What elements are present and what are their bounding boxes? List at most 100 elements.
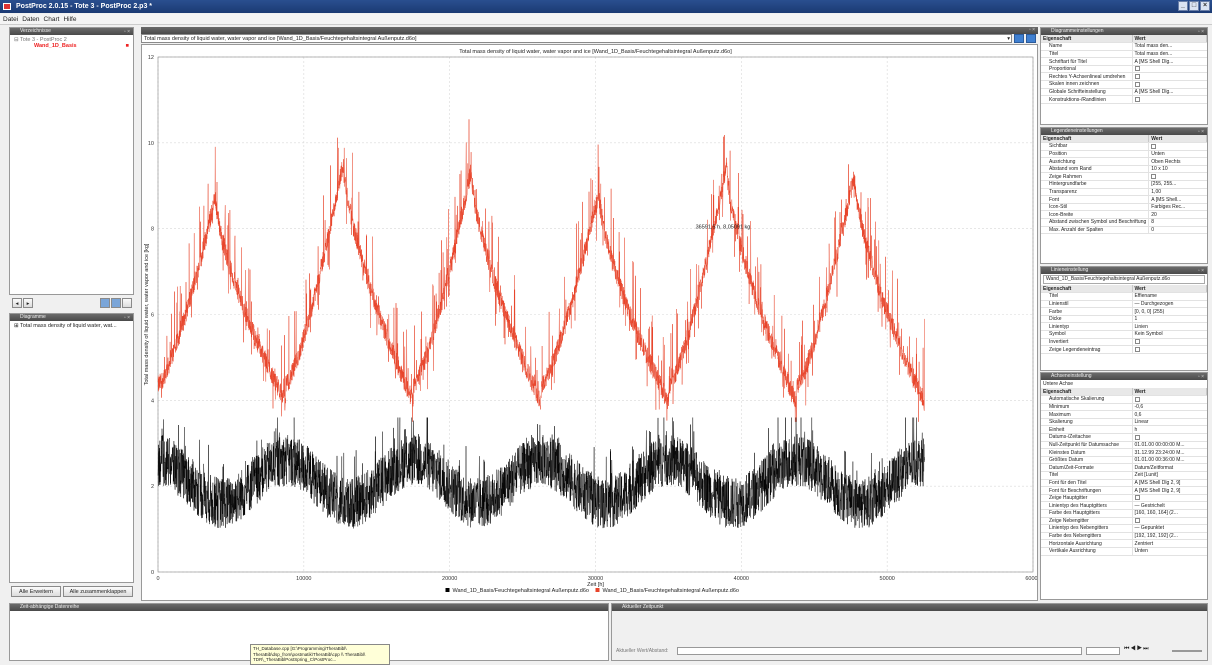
axis-row[interactable]: Zeige Nebengitter: [1041, 517, 1207, 526]
property-value[interactable]: h: [1132, 425, 1207, 435]
chart-settings-icon[interactable]: [1014, 34, 1024, 43]
diagram-row[interactable]: Konstruktions-/Randlinien: [1041, 95, 1207, 104]
axis-row[interactable]: Farbe des Hauptgitters [160, 160, 164] (2…: [1041, 509, 1207, 518]
checkbox[interactable]: [1134, 339, 1140, 345]
checkbox[interactable]: [1151, 173, 1157, 179]
close-button[interactable]: ×: [1200, 1, 1210, 11]
panel-controls[interactable]: ▫ ×: [1197, 374, 1204, 380]
property-value[interactable]: Datum/Zeitformat: [1132, 463, 1207, 473]
line-row[interactable]: Zeige Legendeneintrag: [1041, 345, 1207, 354]
line-row[interactable]: Linienstil — Durchgezogen: [1041, 300, 1207, 309]
tree-item-selected[interactable]: Wand_1D_Basis ■: [14, 43, 129, 49]
diagram-list-item[interactable]: ⊞ Total mass density of liquid water, wa…: [14, 323, 117, 329]
property-value[interactable]: Oben Rechts: [1148, 157, 1207, 166]
checkbox[interactable]: [1134, 396, 1140, 402]
property-value[interactable]: [1132, 395, 1207, 404]
checkbox[interactable]: [1134, 96, 1140, 102]
expand-all-button[interactable]: Alle Erweitern: [11, 586, 61, 597]
diagram-row[interactable]: Skalen innen zeichnen: [1041, 80, 1207, 89]
time-slider[interactable]: [1172, 650, 1202, 652]
axis-row[interactable]: Linientyp des Nebengitters — Gepunktet: [1041, 524, 1207, 533]
property-value[interactable]: A [MS Shell Dlg...: [1132, 88, 1207, 97]
property-value[interactable]: — Gepunktet: [1132, 524, 1207, 533]
diagram-row[interactable]: Schriftart für Titel A [MS Shell Dlg...: [1041, 57, 1207, 66]
checkbox[interactable]: [1134, 495, 1140, 501]
legend-row[interactable]: Abstand vom Rand 10 x 10: [1041, 165, 1207, 174]
add-icon[interactable]: [100, 298, 110, 308]
tree-root[interactable]: ⊟ Tote 3 - PostProc 2: [14, 37, 67, 43]
property-value[interactable]: [1148, 142, 1207, 151]
legend-properties-table[interactable]: Eigenschaft Wert Sichtbar Position Unten Aus…: [1041, 135, 1207, 235]
property-value[interactable]: Kein Symbol: [1132, 330, 1207, 339]
property-value[interactable]: Total mass den...: [1132, 42, 1207, 51]
checkbox[interactable]: [1151, 143, 1157, 149]
axis-row[interactable]: Maximum 0,6: [1041, 410, 1207, 419]
edit-icon[interactable]: [111, 298, 121, 308]
property-value[interactable]: 20: [1148, 210, 1207, 220]
axis-row[interactable]: Farbe des Nebengitters [192, 192, 192] (2…: [1041, 532, 1207, 541]
panel-controls[interactable]: ▫ ×: [1028, 27, 1035, 33]
property-value[interactable]: A [MS Shell Dlg 2, 9]: [1132, 479, 1207, 488]
property-value[interactable]: 0: [1148, 226, 1207, 235]
time-field[interactable]: [1086, 647, 1120, 655]
collapse-all-button[interactable]: Alle zusammenklappen: [63, 586, 133, 597]
property-value[interactable]: [1132, 433, 1207, 442]
menu-datei[interactable]: Datei: [3, 16, 19, 23]
property-value[interactable]: [1132, 72, 1207, 82]
line-chart[interactable]: Total mass density of liquid water, wate…: [142, 45, 1041, 600]
axis-row[interactable]: Null-Zeitpunkt für Datumsachse 01.01.00 0…: [1041, 441, 1207, 450]
panel-controls[interactable]: ▫ ×: [1197, 268, 1204, 274]
property-value[interactable]: [255, 255...: [1148, 180, 1207, 189]
property-value[interactable]: Unten: [1148, 150, 1207, 159]
checkbox[interactable]: [1134, 518, 1140, 524]
axis-row[interactable]: Font für den Titel A [MS Shell Dlg 2, 9]: [1041, 479, 1207, 488]
property-value[interactable]: 0,6: [1132, 410, 1207, 419]
diagram-row[interactable]: Name Total mass den...: [1041, 42, 1207, 51]
checkbox[interactable]: [1134, 81, 1140, 87]
axis-row[interactable]: Datum/Zeit-Formate Datum/Zeitformat: [1041, 463, 1207, 473]
property-value[interactable]: -0,6: [1132, 403, 1207, 412]
checkbox[interactable]: [1134, 434, 1140, 440]
property-value[interactable]: 8: [1148, 218, 1207, 227]
legend-row[interactable]: Font A [MS Shell...: [1041, 195, 1207, 204]
legend-row[interactable]: Icon-Breite 20: [1041, 210, 1207, 220]
forward-icon[interactable]: ▸: [23, 298, 33, 308]
axis-row[interactable]: Skalierung Linear: [1041, 418, 1207, 427]
line-row[interactable]: Titel Effiename: [1041, 292, 1207, 301]
property-value[interactable]: — Durchgezogen: [1132, 300, 1207, 309]
checkbox[interactable]: [1134, 73, 1140, 79]
axis-row[interactable]: Datums-/Zeitachse: [1041, 433, 1207, 442]
property-value[interactable]: 10 x 10: [1148, 165, 1207, 174]
property-value[interactable]: 01.01.00 00:00:00 M...: [1132, 441, 1207, 450]
diagram-row[interactable]: Globale Schrifteinstellung A [MS Shell Dl…: [1041, 88, 1207, 97]
property-value[interactable]: Linear: [1132, 418, 1207, 427]
legend-row[interactable]: Hintergrundfarbe [255, 255...: [1041, 180, 1207, 189]
property-value[interactable]: [1132, 345, 1207, 354]
property-value[interactable]: [1132, 80, 1207, 89]
property-value[interactable]: [160, 160, 164] (2...: [1132, 509, 1207, 518]
property-value[interactable]: A [MS Shell Dlg 2, 9]: [1132, 486, 1207, 495]
diagram-row[interactable]: Rechtes Y-Achsenlineal umdrehen: [1041, 72, 1207, 82]
diagram-properties-table[interactable]: Eigenschaft Wert Name Total mass den... Tit…: [1041, 35, 1208, 104]
checkbox[interactable]: [1134, 66, 1140, 72]
menu-chart[interactable]: Chart: [43, 16, 60, 23]
minimize-button[interactable]: _: [1178, 1, 1188, 11]
remove-icon[interactable]: [122, 298, 132, 308]
line-row[interactable]: Farbe [0, 0, 0] (255): [1041, 307, 1207, 316]
property-value[interactable]: Zentriert: [1132, 539, 1207, 548]
property-value[interactable]: Farbiges Rec...: [1148, 203, 1207, 212]
axis-row[interactable]: Kleinstes Datum 31.12.99 23:24:00 M...: [1041, 448, 1207, 457]
line-dataset-select[interactable]: Wand_1D_Basis/Feuchtegehaltsintegral Auß…: [1043, 275, 1205, 284]
legend-row[interactable]: Transparenz 1,00: [1041, 188, 1207, 197]
axis-row[interactable]: Vertikale Ausrichtung Unten: [1041, 547, 1207, 556]
menu-daten[interactable]: Daten: [22, 16, 40, 23]
checkbox[interactable]: [1134, 346, 1140, 352]
back-arrow-icon[interactable]: ◂: [12, 298, 22, 308]
line-row[interactable]: Dicke 1: [1041, 315, 1207, 324]
line-row[interactable]: Linientyp Linien: [1041, 322, 1207, 332]
current-value-field[interactable]: [677, 647, 1082, 655]
line-properties-table[interactable]: Eigenschaft Wert Titel Effiename Linienstil…: [1041, 285, 1208, 354]
axis-row[interactable]: Automatische Skalierung: [1041, 395, 1207, 404]
property-value[interactable]: 01.01.00 00:36:00 M...: [1132, 456, 1207, 465]
legend-row[interactable]: Abstand zwischen Symbol und Beschriftung…: [1041, 218, 1207, 227]
